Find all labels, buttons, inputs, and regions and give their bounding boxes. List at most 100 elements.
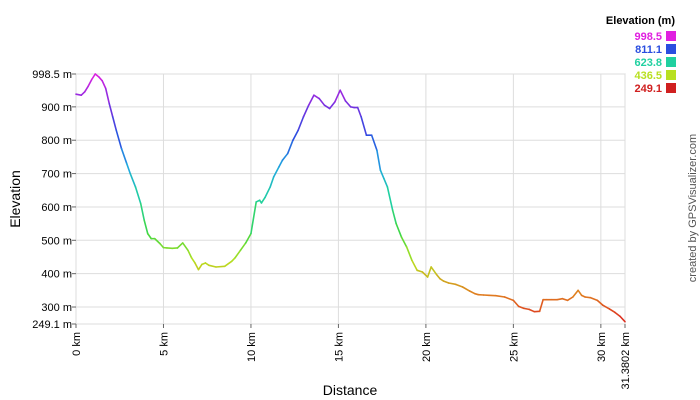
elevation-segment: [416, 269, 424, 273]
elevation-segment: [108, 102, 114, 118]
elevation-segment: [572, 289, 579, 298]
y-tick-label: 300 m: [41, 302, 72, 314]
elevation-segment: [421, 271, 429, 278]
elevation-segment: [250, 201, 257, 235]
elevation-segment: [619, 315, 626, 323]
elevation-segment: [334, 89, 341, 103]
y-tick-label: 998.5 m: [32, 69, 72, 81]
elevation-segment: [356, 106, 362, 118]
elevation-segment: [302, 104, 310, 118]
elevation-segment: [577, 289, 583, 297]
elevation-segment: [517, 305, 525, 310]
plot-area: [75, 73, 626, 325]
elevation-segment: [75, 93, 83, 96]
elevation-segment: [281, 152, 289, 162]
elevation-segment: [538, 298, 544, 313]
elevation-segment: [584, 296, 592, 299]
elevation-segment: [461, 286, 471, 292]
y-tick-label: 800 m: [41, 135, 72, 147]
elevation-segment: [339, 89, 347, 102]
elevation-segment: [223, 260, 233, 268]
y-tick-label: 600 m: [41, 202, 72, 214]
elevation-segment: [442, 280, 450, 284]
grid-lines: [75, 73, 626, 325]
elevation-segment: [208, 264, 217, 268]
elevation-segment: [134, 186, 142, 205]
elevation-segment: [608, 308, 616, 314]
elevation-segment: [111, 116, 118, 132]
elevation-segment: [80, 91, 86, 96]
legend-value: 249.1: [634, 83, 662, 95]
legend-value: 998.5: [634, 31, 662, 43]
elevation-segment: [435, 273, 441, 280]
elevation-segment: [194, 262, 200, 271]
x-tick-label: 20 km: [421, 332, 433, 362]
x-tick-label: 31.3802 km: [620, 332, 632, 389]
elevation-segment: [269, 176, 275, 188]
elevation-segment: [101, 80, 107, 90]
elevation-segment: [187, 249, 193, 259]
elevation-segment: [601, 304, 611, 310]
elevation-segment: [159, 242, 165, 249]
elevation-segment: [503, 296, 515, 302]
elevation-segment: [400, 236, 408, 248]
elevation-segment: [430, 266, 438, 276]
elevation-segment: [292, 129, 299, 142]
x-tick-label: 25 km: [508, 332, 520, 362]
elevation-segment: [125, 162, 132, 175]
legend-swatch: [666, 44, 676, 54]
y-tick-label: 900 m: [41, 102, 72, 114]
x-tick-label: 30 km: [596, 332, 608, 362]
elevation-segment: [176, 242, 184, 249]
elevation-segment: [589, 296, 599, 302]
elevation-segment: [405, 246, 413, 262]
elevation-segment: [379, 169, 385, 180]
x-tick-label: 10 km: [246, 332, 258, 362]
elevation-segment: [181, 242, 189, 252]
elevation-segment: [391, 209, 397, 225]
elevation-segment: [146, 232, 153, 240]
elevation-segment: [97, 76, 104, 82]
elevation-segment: [596, 299, 604, 306]
legend-value: 623.8: [634, 57, 662, 69]
elevation-segment: [197, 263, 203, 271]
y-tick-label: 249.1 m: [32, 319, 72, 331]
elevation-segment: [411, 259, 418, 272]
elevation-segment: [115, 129, 123, 150]
legend-swatch: [666, 70, 676, 80]
elevation-segment: [447, 282, 457, 286]
elevation-segment: [215, 265, 226, 268]
elevation-segment: [234, 249, 242, 259]
elevation-segment: [454, 283, 464, 288]
legend-swatch: [666, 57, 676, 67]
elevation-segment: [360, 116, 368, 137]
elevation-segment: [528, 308, 536, 313]
elevation-segment: [278, 159, 284, 168]
elevation-segment: [104, 87, 111, 105]
x-tick-label: 15 km: [333, 332, 345, 362]
legend-value: 811.1: [635, 44, 662, 56]
elevation-segment: [230, 256, 237, 263]
elevation-segment: [318, 97, 326, 106]
elevation-segment: [566, 296, 574, 302]
y-tick-label: 500 m: [41, 235, 72, 247]
elevation-segment: [495, 294, 506, 298]
elevation-segment: [512, 299, 520, 308]
elevation-segment: [376, 149, 382, 172]
elevation-segment: [323, 104, 331, 110]
elevation-segment: [386, 186, 394, 212]
y-axis-ticks: 249.1 m 300 m 400 m 500 m 600 m 700 m 800 m 900…: [32, 69, 76, 331]
elevation-segment: [83, 85, 90, 93]
legend-swatch: [666, 83, 676, 93]
elevation-segment: [120, 147, 128, 165]
elevation-segment: [426, 266, 432, 278]
legend-value: 436.5: [634, 70, 662, 82]
y-tick-label: 700 m: [41, 169, 72, 181]
elevation-segment: [87, 78, 93, 87]
elevation-segment: [239, 242, 247, 252]
elevation-segment: [556, 297, 564, 301]
elevation-segment: [244, 232, 252, 244]
